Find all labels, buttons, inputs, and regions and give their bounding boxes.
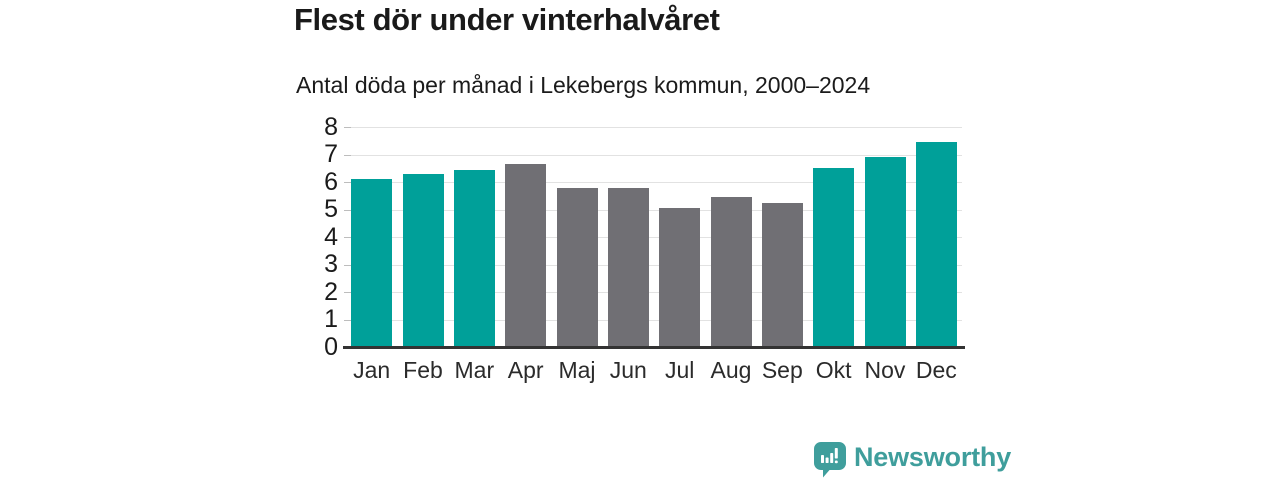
- bar-maj: [556, 187, 598, 347]
- y-axis-tick: [344, 264, 351, 266]
- x-tick-label: Mar: [454, 357, 495, 383]
- x-tick-label: Apr: [507, 357, 544, 383]
- chart-subtitle: Antal döda per månad i Lekebergs kommun,…: [296, 72, 871, 98]
- bar-aug: [710, 197, 752, 347]
- x-tick-label: Jun: [609, 357, 647, 383]
- gridline: [344, 292, 962, 293]
- x-tick-label: Sep: [761, 357, 803, 383]
- bar-sep: [761, 202, 803, 347]
- bar-apr: [505, 164, 547, 347]
- gridline: [344, 209, 962, 211]
- y-tick-label: 7: [324, 140, 338, 168]
- newsworthy-logo-icon: [814, 442, 846, 478]
- bar-nov: [864, 157, 906, 347]
- gridline: [344, 237, 962, 238]
- y-tick-label: 1: [324, 305, 338, 333]
- x-tick-label: Maj: [558, 357, 596, 383]
- y-tick-label: 0: [324, 332, 338, 361]
- gridline: [344, 154, 962, 156]
- y-tick-label: 4: [324, 222, 338, 251]
- bar-feb: [402, 173, 444, 347]
- bar-jun: [607, 187, 649, 347]
- y-tick-label: 2: [324, 277, 338, 306]
- x-axis-line: [343, 346, 965, 349]
- gridline: [344, 319, 962, 321]
- x-tick-label: Nov: [864, 357, 906, 383]
- gridline: [344, 127, 962, 128]
- x-tick-label: Aug: [710, 357, 752, 383]
- bar-dec: [915, 142, 957, 347]
- bar-jan: [351, 179, 393, 347]
- bar-jul: [659, 208, 701, 347]
- bar-okt: [813, 168, 855, 347]
- brand-wordmark: Newsworthy: [854, 442, 1012, 472]
- y-axis-tick: [344, 292, 351, 293]
- x-tick-label: Feb: [403, 357, 443, 383]
- y-axis-tick: [344, 182, 351, 183]
- brand-footer: Newsworthy: [813, 441, 1011, 478]
- y-tick-label: 6: [324, 167, 338, 196]
- x-tick-label: Dec: [915, 357, 957, 383]
- y-axis-tick: [344, 319, 351, 321]
- x-tick-label: Jul: [664, 357, 695, 383]
- gridline: [344, 264, 962, 266]
- y-tick-label: 3: [324, 250, 338, 278]
- y-tick-label: 8: [324, 112, 338, 141]
- y-axis-tick: [344, 237, 351, 238]
- bar-mar: [453, 169, 495, 347]
- chart-title: Flest dör under vinterhalvåret: [294, 2, 720, 37]
- gridline: [344, 182, 962, 183]
- y-axis-tick: [344, 127, 351, 128]
- x-tick-label: Jan: [353, 357, 391, 383]
- y-axis-tick: [344, 154, 351, 156]
- y-tick-label: 5: [324, 195, 338, 223]
- x-tick-label: Okt: [815, 357, 852, 383]
- y-axis-tick: [344, 209, 351, 211]
